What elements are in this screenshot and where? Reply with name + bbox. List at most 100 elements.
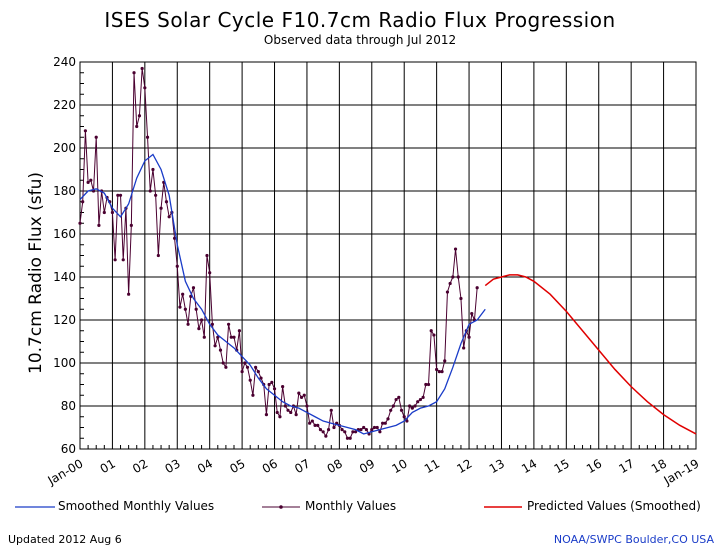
monthly-point: [83, 129, 88, 133]
monthly-point: [197, 327, 201, 331]
monthly-point: [254, 365, 258, 369]
monthly-point: [445, 290, 450, 294]
monthly-point: [102, 210, 106, 215]
monthly-point: [443, 359, 447, 363]
y-tick-label: 140: [53, 270, 76, 284]
x-tick-labels: Jan-00 01 02 03 04 05 06 07 08 09 10 11 12 13 14 15 16 17…: [45, 456, 702, 488]
monthly-point: [345, 436, 350, 440]
y-tick-label: 160: [53, 227, 76, 241]
monthly-point: [451, 275, 455, 279]
y-tick-label: 60: [61, 442, 76, 456]
monthly-point: [81, 200, 85, 204]
monthly-point: [210, 322, 214, 326]
monthly-point: [243, 361, 247, 365]
y-tick-label: 100: [53, 356, 76, 370]
monthly-point: [332, 425, 336, 430]
monthly-point: [110, 210, 115, 215]
monthly-point: [453, 247, 458, 251]
monthly-point: [183, 307, 187, 311]
monthly-point: [289, 410, 293, 415]
monthly-point: [218, 348, 223, 352]
monthly-point: [475, 286, 479, 290]
monthly-point: [364, 428, 368, 432]
monthly-point: [429, 329, 433, 333]
monthly-point: [116, 193, 120, 197]
legend-swatches: [15, 505, 522, 509]
monthly-point: [380, 421, 385, 425]
monthly-point: [351, 430, 355, 434]
monthly-point: [448, 281, 452, 286]
monthly-point: [135, 124, 139, 129]
x-tick-label: 10: [389, 456, 409, 476]
monthly-point: [205, 253, 209, 258]
monthly-point: [326, 428, 331, 432]
monthly-point: [156, 253, 160, 258]
x-tick-label: 18: [649, 456, 669, 476]
monthly-point: [426, 382, 431, 387]
monthly-point: [343, 430, 347, 434]
monthly-point: [316, 423, 320, 427]
monthly-point: [418, 397, 423, 402]
monthly-point: [297, 391, 301, 395]
monthly-point: [359, 428, 363, 432]
monthly-point: [151, 167, 155, 172]
plot-frame: [79, 61, 697, 450]
x-tick-label: 05: [227, 456, 247, 476]
monthly-point: [440, 370, 444, 374]
y-tick-label: 240: [53, 55, 76, 69]
monthly-point: [281, 385, 285, 389]
monthly-point: [459, 296, 463, 301]
monthly-point: [137, 114, 142, 118]
x-tick-label: 06: [260, 456, 280, 476]
y-tick-label: 180: [53, 184, 76, 198]
monthly-point: [132, 71, 136, 75]
x-tick-label: Jan-00: [45, 456, 86, 488]
monthly-point: [232, 335, 236, 339]
legend-monthly-label: Monthly Values: [305, 499, 397, 513]
monthly-point: [462, 346, 466, 350]
monthly-point: [191, 286, 196, 290]
x-tick-label: 08: [325, 456, 345, 476]
monthly-point: [408, 404, 412, 408]
y-tick-label: 120: [53, 313, 76, 327]
monthly-point: [226, 322, 231, 326]
monthly-point: [278, 415, 282, 419]
monthly-point: [167, 215, 171, 219]
monthly-point: [86, 180, 90, 184]
monthly-point: [199, 318, 204, 322]
updated-date: Updated 2012 Aug 6: [8, 533, 122, 546]
monthly-point: [302, 393, 306, 397]
monthly-point: [340, 428, 344, 432]
monthly-point: [286, 408, 290, 412]
monthly-point: [324, 434, 328, 438]
monthly-point: [121, 258, 125, 262]
legend-monthly-marker: [279, 505, 283, 509]
monthly-point: [470, 311, 474, 316]
credit-label: NOAA/SWPC Boulder,CO USA: [553, 533, 714, 546]
x-tick-label: 01: [98, 456, 118, 476]
series-layer: [78, 66, 697, 440]
monthly-point: [370, 428, 374, 432]
monthly-point: [208, 271, 212, 275]
monthly-point: [97, 223, 101, 227]
monthly-point: [148, 189, 152, 193]
x-tick-label: 02: [130, 456, 150, 476]
monthly-point: [213, 344, 217, 348]
monthly-point: [248, 378, 252, 382]
monthly-point: [299, 395, 304, 399]
monthly-point: [405, 419, 409, 423]
monthly-point: [378, 430, 382, 434]
legend-predicted-label: Predicted Values (Smoothed): [527, 499, 701, 513]
monthly-point: [159, 206, 163, 210]
monthly-point: [140, 66, 144, 71]
monthly-point: [397, 395, 401, 399]
series-monthly-line: [79, 68, 478, 439]
x-tick-label: 12: [454, 456, 474, 476]
grid-lines: [79, 61, 697, 450]
monthly-point: [362, 425, 366, 430]
monthly-point: [256, 370, 260, 374]
monthly-point: [237, 329, 242, 333]
monthly-point: [410, 406, 414, 410]
monthly-point: [313, 423, 317, 427]
